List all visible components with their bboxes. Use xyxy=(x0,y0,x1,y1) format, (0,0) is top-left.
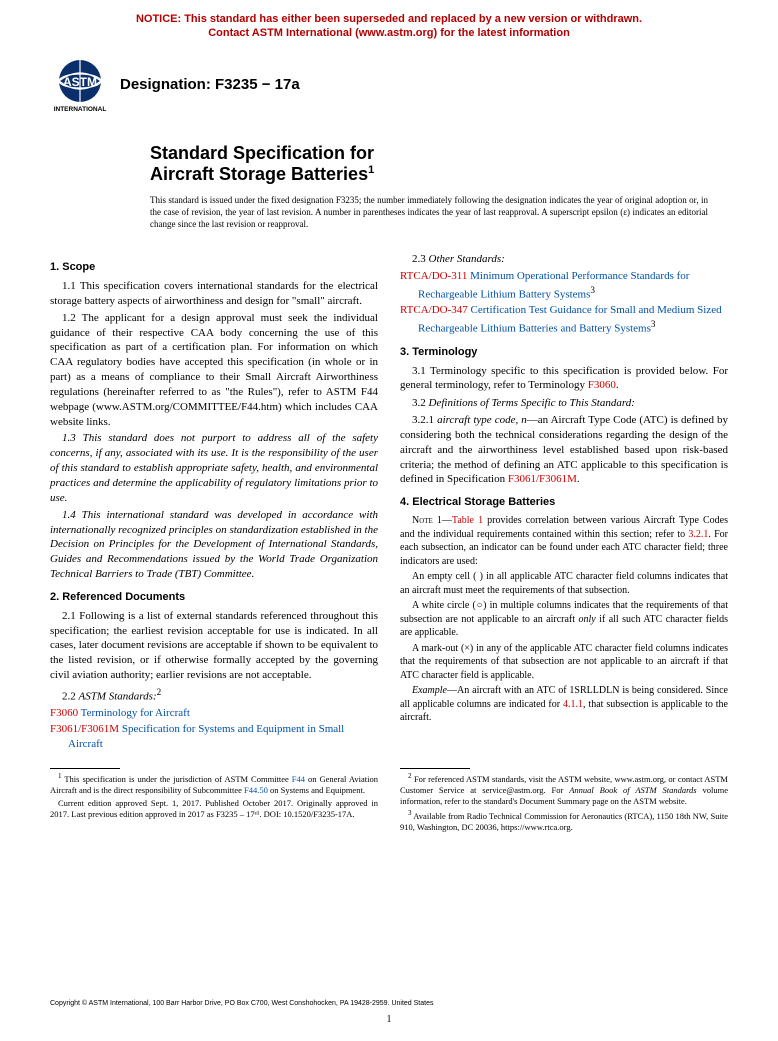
para-1-2: 1.2 The applicant for a design approval … xyxy=(50,311,378,430)
ref-do347-link[interactable]: RTCA/DO-347 xyxy=(400,304,468,316)
link-411[interactable]: 4.1.1 xyxy=(563,699,583,710)
title-line1: Standard Specification for xyxy=(150,143,374,163)
note-1-p4: A mark-out (×) in any of the applicable … xyxy=(400,642,728,683)
section-2-head: 2. Referenced Documents xyxy=(50,590,378,605)
para-3-2: 3.2 Definitions of Terms Specific to Thi… xyxy=(400,396,728,411)
para-3-2-1: 3.2.1 aircraft type code, n—an Aircraft … xyxy=(400,413,728,487)
copyright: Copyright © ASTM International, 100 Barr… xyxy=(50,1000,434,1007)
note-1-p3: A white circle (○) in multiple columns i… xyxy=(400,599,728,640)
body-columns: 1. Scope 1.1 This specification covers i… xyxy=(50,252,728,752)
ref-do347: RTCA/DO-347 Certification Test Guidance … xyxy=(400,303,728,336)
notice-line1: NOTICE: This standard has either been su… xyxy=(136,13,642,25)
note-1-p2: An empty cell ( ) in all applicable ATC … xyxy=(400,570,728,597)
link-321[interactable]: 3.2.1 xyxy=(688,529,708,540)
note-1: Note 1—Table 1 provides correlation betw… xyxy=(400,514,728,568)
svg-text:ASTM: ASTM xyxy=(63,75,97,89)
para-3-1: 3.1 Terminology specific to this specifi… xyxy=(400,364,728,394)
astm-logo: ASTM INTERNATIONAL xyxy=(50,55,110,115)
section-1-head: 1. Scope xyxy=(50,260,378,275)
page-number: 1 xyxy=(0,1014,778,1025)
svg-text:INTERNATIONAL: INTERNATIONAL xyxy=(54,106,107,113)
designation: Designation: F3235 − 17a xyxy=(120,76,300,93)
para-2-2: 2.2 ASTM Standards:2 xyxy=(50,686,378,705)
title-block: Standard Specification for Aircraft Stor… xyxy=(150,143,728,186)
para-1-1: 1.1 This specification covers internatio… xyxy=(50,279,378,309)
footnote-3: 3 Available from Radio Technical Commiss… xyxy=(400,809,728,833)
ref-f3061-link[interactable]: F3061/F3061M xyxy=(50,723,119,735)
ref-f3060: F3060 Terminology for Aircraft xyxy=(50,706,378,721)
footnote-2: 2 For referenced ASTM standards, visit t… xyxy=(400,772,728,807)
footnotes: 1 This specification is under the jurisd… xyxy=(50,768,728,833)
ref-f3061: F3061/F3061M Specification for Systems a… xyxy=(50,722,378,752)
issuance-note: This standard is issued under the fixed … xyxy=(150,194,708,230)
para-1-3: 1.3 This standard does not purport to ad… xyxy=(50,431,378,505)
note-1-example: Example—An aircraft with an ATC of 1SRLL… xyxy=(400,684,728,725)
title-sup: 1 xyxy=(368,164,374,176)
ref-do311: RTCA/DO-311 Minimum Operational Performa… xyxy=(400,269,728,302)
link-table1[interactable]: Table 1 xyxy=(452,515,483,526)
title-line2: Aircraft Storage Batteries xyxy=(150,164,368,184)
link-f3061[interactable]: F3061/F3061M xyxy=(508,473,577,485)
para-2-3: 2.3 Other Standards: xyxy=(400,252,728,267)
link-f3060[interactable]: F3060 xyxy=(588,379,616,391)
footnote-1-p2: Current edition approved Sept. 1, 2017. … xyxy=(50,798,378,820)
link-f4450[interactable]: F44.50 xyxy=(244,785,268,795)
section-3-head: 3. Terminology xyxy=(400,345,728,360)
para-2-1: 2.1 Following is a list of external stan… xyxy=(50,609,378,683)
footnote-1: 1 This specification is under the jurisd… xyxy=(50,772,378,796)
para-1-4: 1.4 This international standard was deve… xyxy=(50,508,378,582)
section-4-head: 4. Electrical Storage Batteries xyxy=(400,495,728,510)
ref-do311-link[interactable]: RTCA/DO-311 xyxy=(400,270,467,282)
footnote-rule-left xyxy=(50,768,120,769)
notice-banner: NOTICE: This standard has either been su… xyxy=(50,12,728,41)
notice-line2: Contact ASTM International (www.astm.org… xyxy=(208,27,570,39)
link-f44[interactable]: F44 xyxy=(292,774,305,784)
header-row: ASTM INTERNATIONAL Designation: F3235 − … xyxy=(50,55,728,115)
footnote-rule-right xyxy=(400,768,470,769)
ref-f3060-link[interactable]: F3060 xyxy=(50,707,78,719)
